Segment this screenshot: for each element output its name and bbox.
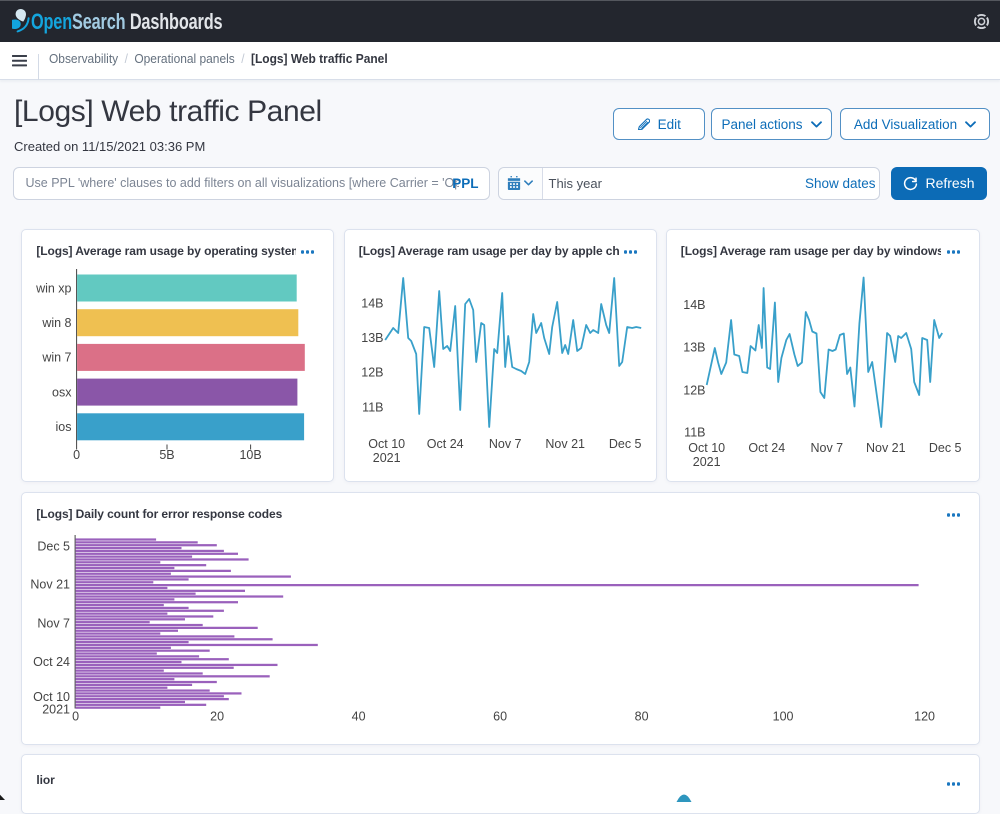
svg-text:0: 0 bbox=[73, 709, 80, 723]
svg-text:Nov 7: Nov 7 bbox=[38, 616, 71, 630]
svg-text:Dec 5: Dec 5 bbox=[609, 437, 642, 451]
svg-text:12B: 12B bbox=[683, 383, 705, 397]
svg-text:100: 100 bbox=[773, 709, 794, 723]
svg-text:osx: osx bbox=[52, 385, 72, 399]
svg-text:13B: 13B bbox=[683, 340, 705, 354]
svg-text:Oct 24: Oct 24 bbox=[748, 441, 785, 455]
svg-text:Nov 7: Nov 7 bbox=[810, 441, 843, 455]
svg-text:11B: 11B bbox=[684, 425, 705, 439]
svg-text:Nov 21: Nov 21 bbox=[545, 437, 585, 451]
svg-text:60: 60 bbox=[494, 709, 508, 723]
svg-text:win 8: win 8 bbox=[42, 316, 72, 330]
svg-text:14B: 14B bbox=[683, 298, 705, 312]
svg-text:11B: 11B bbox=[362, 400, 383, 414]
svg-text:120: 120 bbox=[915, 709, 936, 723]
svg-text:win 7: win 7 bbox=[42, 351, 72, 365]
svg-text:Nov 21: Nov 21 bbox=[31, 577, 71, 591]
svg-text:20: 20 bbox=[211, 709, 225, 723]
svg-text:5B: 5B bbox=[160, 448, 175, 462]
svg-text:Dec 5: Dec 5 bbox=[929, 441, 962, 455]
svg-text:Oct 10: Oct 10 bbox=[688, 441, 725, 455]
svg-text:Oct 24: Oct 24 bbox=[34, 655, 71, 669]
svg-text:10B: 10B bbox=[240, 448, 262, 462]
svg-text:14B: 14B bbox=[361, 296, 383, 310]
svg-text:2021: 2021 bbox=[693, 455, 721, 469]
svg-text:Oct 24: Oct 24 bbox=[427, 437, 464, 451]
svg-text:80: 80 bbox=[635, 709, 649, 723]
svg-text:Dec 5: Dec 5 bbox=[38, 539, 71, 553]
svg-text:0: 0 bbox=[74, 448, 81, 462]
svg-text:2021: 2021 bbox=[373, 451, 401, 465]
svg-text:Oct 10: Oct 10 bbox=[34, 690, 71, 704]
svg-text:2021: 2021 bbox=[43, 702, 71, 716]
svg-text:13B: 13B bbox=[361, 331, 383, 345]
svg-text:ios: ios bbox=[56, 420, 72, 434]
svg-text:40: 40 bbox=[352, 709, 366, 723]
svg-text:win xp: win xp bbox=[35, 281, 71, 295]
svg-text:Nov 7: Nov 7 bbox=[489, 437, 522, 451]
svg-text:12B: 12B bbox=[361, 365, 383, 379]
svg-text:Nov 21: Nov 21 bbox=[866, 441, 906, 455]
svg-text:Oct 10: Oct 10 bbox=[368, 437, 405, 451]
